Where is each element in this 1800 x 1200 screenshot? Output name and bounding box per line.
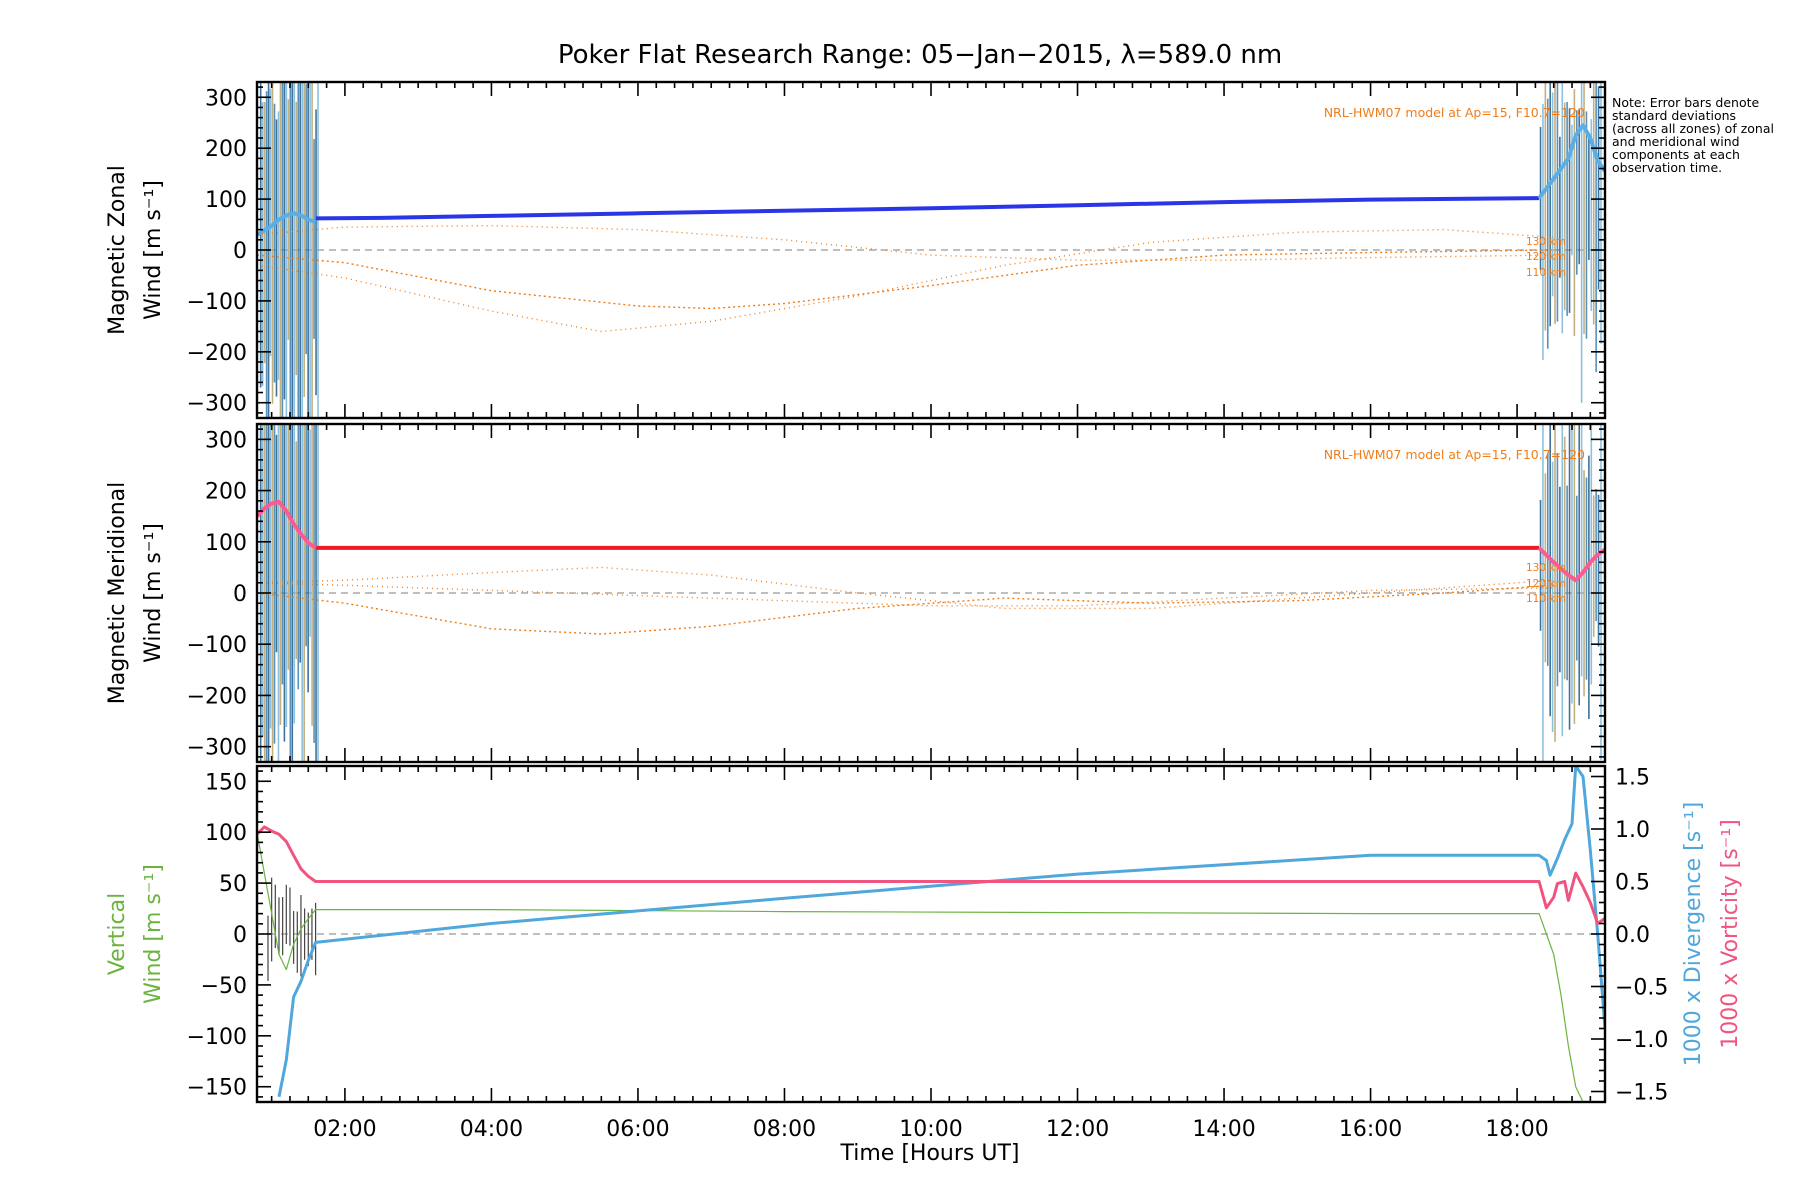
y-tick-label: 150 [205,770,247,795]
y2-axis-label-divergence: 1000 x Divergence [s⁻¹] [1681,802,1706,1066]
series-line [257,582,1554,607]
x-tick-label: 02:00 [313,1117,376,1142]
y-tick-label: 0 [233,923,247,948]
x-tick-label: 14:00 [1192,1117,1255,1142]
y-axis-label-line2: Wind [m s⁻¹] [141,523,166,663]
error-bar-note: Note: Error bars denote standard deviati… [1612,95,1774,175]
x-tick-label: 04:00 [460,1117,523,1142]
altitude-label: 110 km [1526,267,1566,279]
y-tick-label: −100 [187,290,247,315]
plot-area [257,82,1605,418]
y-tick-label: 300 [205,86,247,111]
y-tick-label: −100 [187,1025,247,1050]
y-tick-label: 100 [205,531,247,556]
y-tick-label: 200 [205,137,247,162]
x-tick-label: 06:00 [606,1117,669,1142]
y-tick-label: −200 [187,684,247,709]
y-tick-label: −300 [187,392,247,417]
y-tick-label: 100 [205,821,247,846]
y2-tick-label: −0.5 [1615,976,1668,1001]
x-tick-label: 18:00 [1485,1117,1548,1142]
series-line [315,196,1540,221]
series-line [1537,546,1605,583]
y-tick-label: 50 [219,872,247,897]
x-tick-label: 08:00 [753,1117,816,1142]
y2-tick-label: 0.0 [1615,923,1650,948]
altitude-label: 110 km [1526,593,1566,605]
y-axis-label-line2: Wind [m s⁻¹] [141,180,166,320]
plot-area [257,766,1605,1102]
x-axis-label: Time [Hours UT] [840,1141,1020,1166]
y2-tick-label: 0.5 [1615,871,1650,896]
plot-area [257,424,1605,762]
altitude-label: 130 km [1526,562,1566,574]
y2-axis-label-vorticity: 1000 x Vorticity [s⁻¹] [1718,819,1743,1049]
x-tick-label: 12:00 [1046,1117,1109,1142]
panel-meridional: NRL-HWM07 model at Ap=15, F10.7=120 130 k… [105,422,1607,764]
y-axis-label-line1: Magnetic Zonal [105,165,130,335]
series-line [257,825,1605,925]
altitude-label: 120 km [1526,578,1566,590]
chart-title: Poker Flat Research Range: 05−Jan−2015, … [558,40,1282,70]
y-tick-label: −150 [187,1076,247,1101]
series-line [277,766,1605,1098]
y-tick-label: 300 [205,428,247,453]
y-axis-label-line1: Vertical [105,893,130,975]
y-tick-label: 0 [233,582,247,607]
y-axis-label-line1: Magnetic Meridional [105,482,130,704]
series-line [257,832,1584,1102]
y2-tick-label: 1.0 [1615,818,1650,843]
y-axis-label-line2: Wind [m s⁻¹] [141,864,166,1004]
model-annotation: NRL-HWM07 model at Ap=15, F10.7=120 [1324,447,1585,462]
series-line [257,249,1554,310]
altitude-label: 130 km [1526,236,1566,248]
model-annotation: NRL-HWM07 model at Ap=15, F10.7=120 [1324,105,1585,120]
x-tick-label: 10:00 [899,1117,962,1142]
y2-tick-label: 1.5 [1615,766,1650,791]
y-tick-label: 0 [233,239,247,264]
series-line [257,228,1554,333]
y2-tick-label: −1.0 [1615,1028,1668,1053]
series-line [257,499,317,550]
series-line [1537,123,1605,200]
y-tick-label: −300 [187,736,247,761]
y-tick-label: 100 [205,188,247,213]
panel-zonal: NRL-HWM07 model at Ap=15, F10.7=120 130 k… [105,80,1607,420]
y-tick-label: −50 [201,974,247,999]
y-tick-label: −100 [187,633,247,658]
y2-tick-label: −1.5 [1615,1081,1668,1106]
series-line [257,224,1554,261]
x-tick-label: 16:00 [1339,1117,1402,1142]
y-tick-label: 200 [205,480,247,505]
series-line [257,211,317,237]
y-tick-label: −200 [187,341,247,366]
panels: NRL-HWM07 model at Ap=15, F10.7=120 130 k… [105,80,1743,1142]
series-line [257,566,1554,610]
panel-vertical: −150 −100 −50 0 50 100 150 −1.5 −1.0 −0.5 0.0 0.5 1.… [105,764,1743,1142]
altitude-label: 120 km [1526,251,1566,263]
